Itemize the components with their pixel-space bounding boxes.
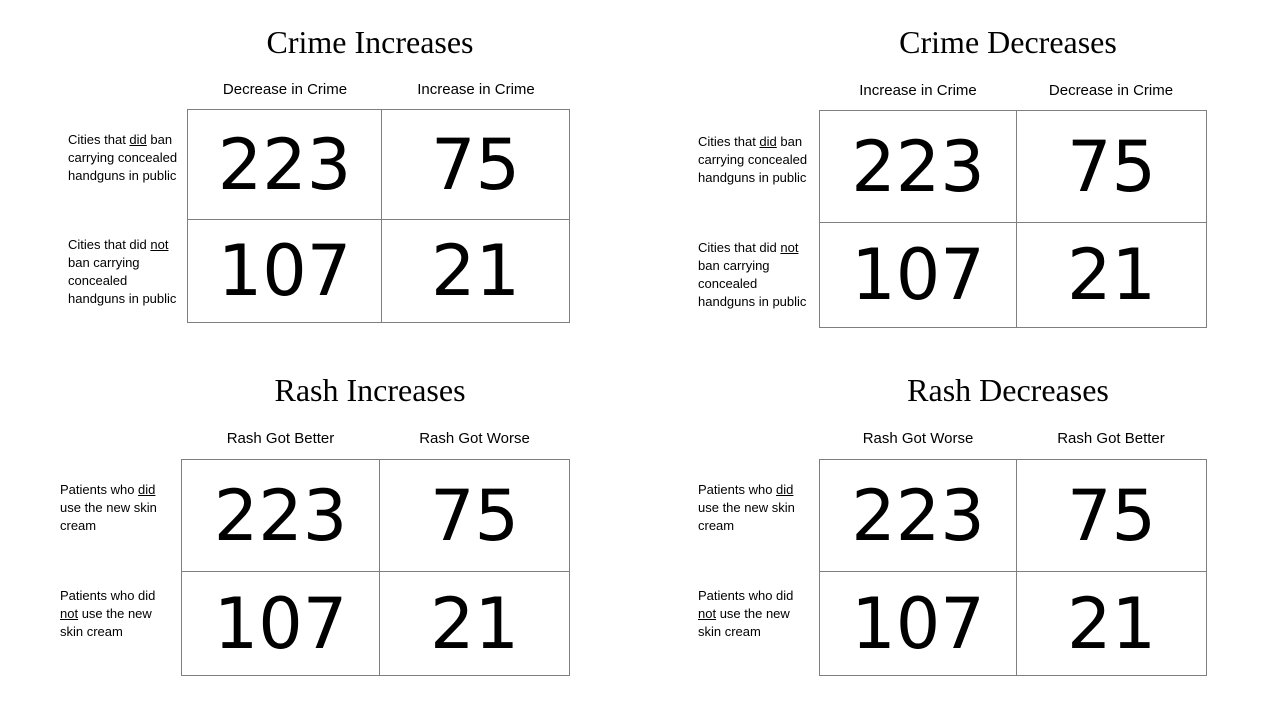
table-cell: 75 xyxy=(1017,111,1206,223)
emphasis-underline: did xyxy=(129,132,147,147)
row-label: Cities that did not ban carrying conceal… xyxy=(68,237,177,306)
row-label: Patients who did not use the new skin cr… xyxy=(698,588,794,639)
table-cell: 223 xyxy=(820,111,1017,223)
column-header: Decrease in Crime xyxy=(1048,82,1174,99)
table-cell: 21 xyxy=(1066,582,1157,665)
column-header: Rash Got Better xyxy=(226,430,335,447)
column-header: Increase in Crime xyxy=(417,81,535,98)
table-cell: 75 xyxy=(1017,460,1206,572)
row-label: Cities that did not ban carrying conceal… xyxy=(698,240,807,309)
row-label: Cities that did ban carrying concealed h… xyxy=(68,132,178,183)
emphasis-underline: not xyxy=(780,240,799,255)
table-cell: 107 xyxy=(820,223,1017,327)
panel-title: Rash Increases xyxy=(274,372,466,408)
emphasis-underline: not xyxy=(698,606,717,621)
table-cell: 75 xyxy=(382,110,569,220)
table-cell: 223 xyxy=(188,110,382,220)
contingency-table: 223 75 107 21 xyxy=(819,459,1207,676)
table-cell: 107 xyxy=(820,572,1017,675)
panel-title: Crime Increases xyxy=(266,24,474,60)
emphasis-underline: did xyxy=(759,134,777,149)
emphasis-underline: did xyxy=(138,482,156,497)
column-header: Rash Got Better xyxy=(1057,430,1165,447)
row-label: Patients who did not use the new skin cr… xyxy=(60,588,156,639)
emphasis-underline: did xyxy=(776,482,794,497)
table-cell: 223 xyxy=(182,460,380,572)
panel-title: Crime Decreases xyxy=(899,24,1117,60)
column-header: Rash Got Worse xyxy=(419,430,530,447)
column-header: Rash Got Worse xyxy=(862,430,974,447)
contingency-table: 223 75 107 21 xyxy=(181,459,570,676)
table-cell: 75 xyxy=(380,460,569,572)
row-label: Patients who did use the new skin cream xyxy=(60,482,157,533)
table-cell: 21 xyxy=(430,230,521,312)
table-cell: 223 xyxy=(820,460,1017,572)
emphasis-underline: not xyxy=(60,606,79,621)
column-header: Decrease in Crime xyxy=(222,81,348,98)
row-label: Cities that did ban carrying concealed h… xyxy=(698,134,808,185)
contingency-table: 223 75 107 21 xyxy=(187,109,570,323)
column-header: Increase in Crime xyxy=(859,82,977,99)
table-cell: 107 xyxy=(182,572,380,675)
contingency-table: 223 75 107 21 xyxy=(819,110,1207,328)
emphasis-underline: not xyxy=(150,237,169,252)
table-cell: 21 xyxy=(429,582,520,665)
panel-title: Rash Decreases xyxy=(907,372,1109,408)
table-cell: 107 xyxy=(188,220,382,322)
row-label: Patients who did use the new skin cream xyxy=(698,482,795,533)
table-cell: 21 xyxy=(1066,234,1157,316)
